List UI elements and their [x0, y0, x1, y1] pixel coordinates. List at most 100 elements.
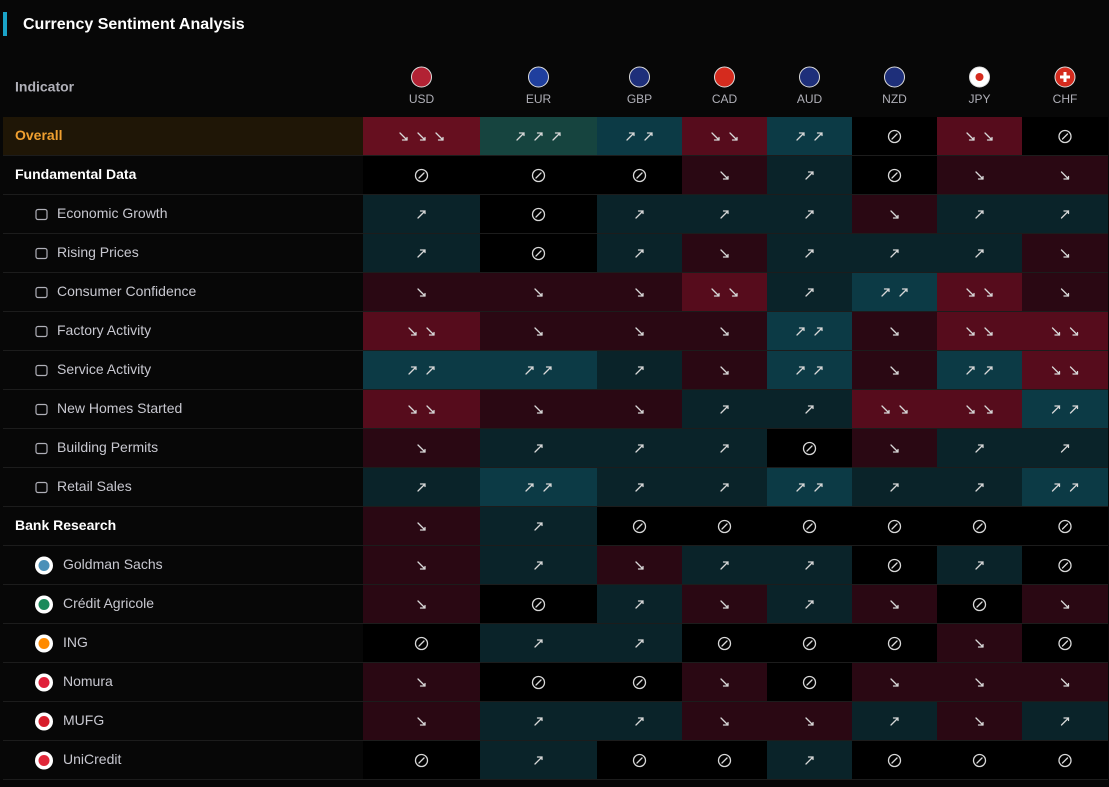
sentiment-mark: [802, 519, 817, 534]
sentiment-mark: [635, 444, 644, 453]
arrow-up: [534, 639, 543, 648]
sentiment-mark: [890, 327, 899, 336]
neutral-slash: [418, 172, 425, 179]
sentiment-mark: [890, 366, 899, 375]
arrow-up: [635, 717, 644, 726]
neutral-icon: [887, 129, 902, 144]
arrow-down: [417, 600, 426, 609]
arrow-down: [417, 561, 426, 570]
arrow-down: [975, 639, 984, 648]
arrow-down: [408, 405, 417, 414]
sentiment-mark: [635, 249, 644, 258]
arrow-up: [417, 483, 426, 492]
sentiment-mark: [720, 600, 729, 609]
sentiment-mark: [975, 444, 984, 453]
arrow-up: [644, 132, 653, 141]
sentiment-mark: [1060, 600, 1070, 609]
sentiment-mark: [890, 483, 899, 492]
arrow-down: [720, 171, 729, 180]
arrow-down: [1060, 288, 1070, 297]
sentiment-cell: [937, 117, 1022, 155]
arrow-up: [408, 366, 417, 375]
sentiment-mark: [975, 561, 984, 570]
neutral-slash: [891, 172, 898, 179]
sentiment-mark: [632, 168, 647, 183]
sentiment-cell: [937, 390, 1022, 428]
row-label: Goldman Sachs: [63, 556, 163, 572]
sentiment-mark: [534, 639, 543, 648]
arrow-down: [417, 678, 426, 687]
sentiment-mark: [534, 327, 543, 336]
sentiment-cell: [1022, 312, 1108, 350]
arrow-up: [534, 132, 543, 141]
arrow-up: [805, 249, 814, 258]
sentiment-mark: [534, 444, 543, 453]
sentiment-mark: [1060, 210, 1070, 219]
neutral-icon: [632, 753, 647, 768]
arrow-down: [890, 327, 899, 336]
sentiment-mark: [890, 249, 899, 258]
row-label: ING: [63, 634, 88, 650]
sentiment-mark: [890, 600, 899, 609]
neutral-icon: [1058, 129, 1072, 144]
currency-code: NZD: [882, 92, 907, 106]
sentiment-mark: [1051, 483, 1079, 492]
arrow-down: [399, 132, 408, 141]
row-label: Crédit Agricole: [63, 595, 154, 611]
sentiment-mark: [531, 597, 546, 612]
arrow-up: [890, 717, 899, 726]
arrow-down: [729, 288, 738, 297]
sentiment-mark: [720, 327, 729, 336]
neutral-icon: [972, 597, 987, 612]
neutral-slash: [535, 601, 542, 608]
title: Currency Sentiment Analysis: [23, 16, 245, 33]
arrow-down: [711, 132, 720, 141]
neutral-icon: [632, 519, 647, 534]
neutral-slash: [535, 250, 542, 257]
neutral-icon: [414, 168, 429, 183]
bank-logo-mark: [38, 560, 50, 571]
title-accent: [3, 12, 7, 36]
sentiment-mark: [417, 288, 426, 297]
row-label: Nomura: [63, 673, 113, 689]
row-label: New Homes Started: [57, 400, 182, 416]
bank-logo-mark: [38, 638, 50, 649]
arrow-down: [975, 171, 984, 180]
sentiment-mark: [1051, 366, 1079, 375]
sentiment-cell: [480, 351, 597, 389]
arrow-down: [711, 288, 720, 297]
neutral-icon: [717, 753, 732, 768]
sentiment-mark: [632, 753, 647, 768]
sentiment-cell: [363, 312, 480, 350]
sentiment-mark: [972, 519, 987, 534]
arrow-up: [975, 483, 984, 492]
arrow-down: [984, 132, 993, 141]
sentiment-mark: [805, 171, 814, 180]
arrow-up: [534, 444, 543, 453]
arrow-up: [899, 288, 908, 297]
arrow-up: [525, 366, 534, 375]
arrow-down: [635, 561, 644, 570]
sentiment-mark: [626, 132, 653, 141]
arrow-up: [720, 483, 729, 492]
arrow-up: [635, 639, 644, 648]
sentiment-mark: [796, 327, 823, 336]
neutral-slash: [806, 445, 813, 452]
arrow-down: [966, 132, 975, 141]
arrow-down: [534, 288, 543, 297]
sentiment-mark: [1051, 327, 1079, 336]
arrow-down: [881, 405, 890, 414]
sentiment-mark: [1060, 717, 1070, 726]
arrow-down: [435, 132, 444, 141]
arrow-down: [966, 327, 975, 336]
sentiment-mark: [805, 288, 814, 297]
arrow-down: [720, 678, 729, 687]
sentiment-mark: [632, 675, 647, 690]
arrow-down: [890, 678, 899, 687]
sentiment-mark: [802, 441, 817, 456]
sentiment-mark: [1060, 444, 1070, 453]
sentiment-mark: [881, 405, 908, 414]
sentiment-mark: [881, 288, 908, 297]
sentiment-mark: [417, 249, 426, 258]
